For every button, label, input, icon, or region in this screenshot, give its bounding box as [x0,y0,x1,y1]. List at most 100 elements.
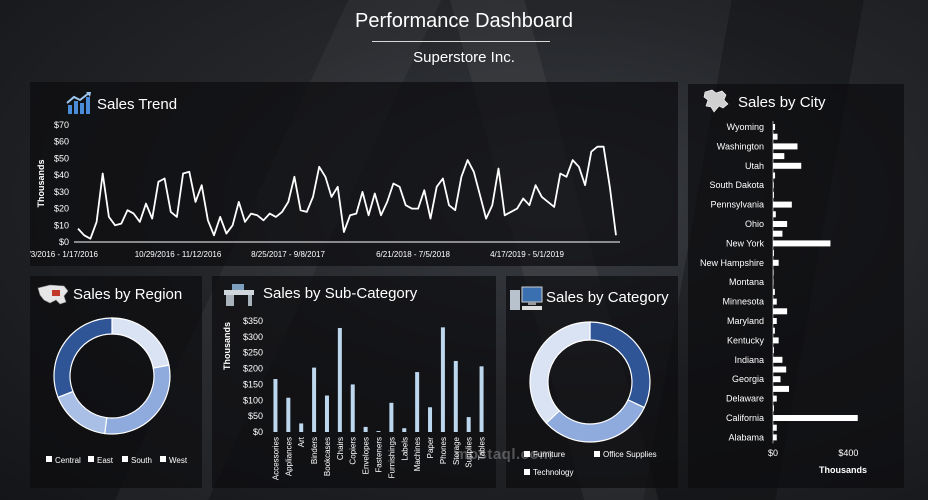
legend-swatch [88,456,94,462]
city-bar [773,143,798,150]
region-slice [111,317,170,369]
x-tick-label: Accessories [271,437,280,480]
city-label: Minnesota [722,297,764,307]
y-axis-label: Thousands [36,159,46,207]
computer-icon [510,286,543,310]
city-bar [773,405,774,412]
city-label: Kentucky [727,335,765,345]
city-bar [773,376,781,383]
city-label: Maryland [727,316,764,326]
city-label: New Hampshire [700,258,764,268]
legend-swatch [524,451,530,457]
y-tick-label: $20 [54,204,69,214]
city-bar [773,221,788,227]
legend-label: East [97,456,114,465]
city-bar [773,191,774,198]
region-slice [53,317,113,399]
sales-by-category-chart: Furniture Office Supplies Technology [524,321,657,477]
city-bar [773,424,777,431]
y-tick-label: $70 [54,120,69,130]
subcategory-bar [479,366,484,432]
city-bar [773,415,858,421]
subcategory-bar [312,367,317,432]
city-label: Ohio [745,219,764,229]
city-bar [773,366,787,373]
region-slice [104,364,171,435]
subcategory-bar [376,431,381,432]
city-bar [773,308,788,315]
city-bar [773,337,779,344]
legend-swatch [122,456,128,462]
city-label: New York [726,238,765,248]
city-bar [773,298,777,305]
x-tick-label: Binders [310,437,319,464]
city-bar [773,211,776,218]
x-tick-label: $0 [768,448,778,458]
legend-swatch [524,469,530,475]
sales-trend-title: Sales Trend [97,96,178,113]
y-tick-label: $10 [54,220,69,230]
x-tick-label: Appliances [284,437,293,476]
legend-label: Office Supplies [603,450,657,459]
y-tick-label: $250 [243,348,263,358]
city-bar [773,172,776,179]
legend-label: West [169,456,188,465]
subcategory-bar [453,360,458,432]
sales-by-subcategory-title: Sales by Sub-Category [263,285,418,302]
legend-swatch [46,456,52,462]
y-tick-label: $150 [243,379,263,389]
city-label: Pennsylvania [710,200,764,210]
city-bar [773,230,783,237]
y-tick-label: $200 [243,364,263,374]
x-tick-label: Machines [413,437,422,471]
x-tick-label: Tables [478,437,487,460]
city-bar [773,240,831,247]
region-slice [57,390,108,435]
sales-by-subcategory-chart: $0 $50 $100 $150 $200 $250 $300 $350 Thousands Ac… [222,316,487,480]
city-bar [773,288,775,295]
city-label: Georgia [732,374,764,384]
city-bar [773,356,783,363]
legend-swatch [594,451,600,457]
city-label: Wyoming [727,122,764,132]
x-tick-label: 4/17/2019 - 5/1/2019 [490,250,564,259]
x-tick-label: 8/25/2017 - 9/8/2017 [251,250,325,259]
city-bar [773,347,774,354]
subcategory-bar [440,327,445,432]
y-tick-label: $60 [54,137,69,147]
subcategory-bar [402,428,407,432]
x-tick-label: Chairs [336,437,345,460]
city-label: Delaware [726,394,764,404]
x-tick-label: 1/3/2016 - 1/17/2016 [30,250,98,259]
x-tick-label: Bookcases [323,437,332,476]
x-tick-label: 10/29/2016 - 11/12/2016 [135,250,222,259]
x-tick-label: Paper [426,437,435,459]
city-label: South Dakota [709,180,764,190]
subcategory-bar [389,402,394,432]
legend-label: Central [55,456,81,465]
city-label: California [726,413,764,423]
state-map-icon [703,89,729,113]
x-tick-label: Copiers [349,437,358,465]
y-tick-label: $300 [243,332,263,342]
y-tick-label: $40 [54,170,69,180]
city-label: Washington [717,141,764,151]
sales-by-region-title: Sales by Region [73,286,183,303]
subcategory-bar [286,397,291,432]
subcategory-bar [337,327,342,432]
subcategory-bar [324,395,329,432]
city-bar [773,385,790,392]
sales-by-region-panel: Sales by Region Central East South West [30,276,202,488]
x-axis-label: Thousands [819,465,867,475]
x-tick-label: Art [297,436,306,447]
sales-by-city-panel: Sales by City Wyoming Washington Utah South… [688,84,904,488]
city-bar [773,434,777,441]
y-tick-label: $350 [243,316,263,326]
sales-by-category-panel: Sales by Category Furniture Office Suppli… [506,276,678,488]
sales-trend-panel: Sales Trend $0 $10 $20 $30 $40 $50 $60 $70 Thous… [30,82,678,266]
category-slice [529,321,591,424]
x-tick-label: $400 [838,448,858,458]
city-bar [773,259,779,266]
subcategory-bar [363,426,368,432]
subcategory-bar [273,379,278,432]
